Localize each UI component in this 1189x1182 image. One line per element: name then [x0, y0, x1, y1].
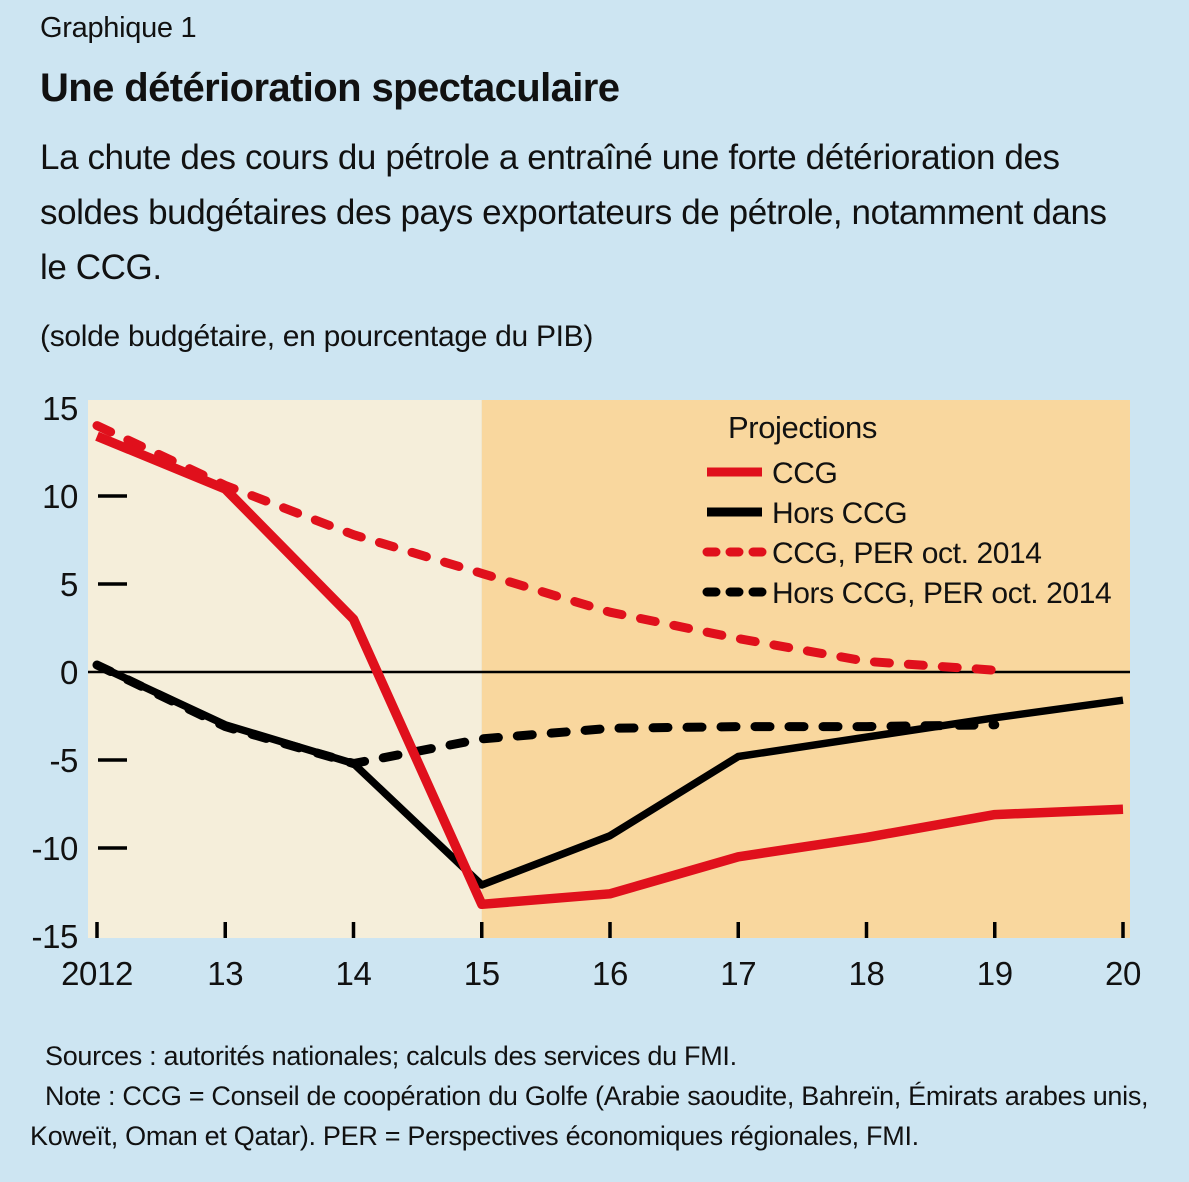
x-axis-label: 16 [592, 955, 628, 992]
figure-title: Une détérioration spectaculaire [40, 66, 620, 110]
x-axis-label: 14 [336, 955, 372, 992]
legend-title: Projections [728, 410, 877, 445]
y-axis-label: 5 [60, 566, 78, 603]
y-axis-label: -10 [32, 830, 79, 867]
x-axis-label: 13 [207, 955, 243, 992]
legend-item-label: CCG, PER oct. 2014 [772, 537, 1042, 570]
sources-note: Sources : autorités nationales; calculs … [45, 1041, 737, 1071]
x-axis-label: 15 [464, 955, 500, 992]
figure-number: Graphique 1 [40, 12, 197, 44]
series-line-ccg-per-oct-2014 [92, 421, 1000, 675]
footnotes: Sources : autorités nationales; calculs … [30, 1036, 1178, 1156]
definition-note: Note : CCG = Conseil de coopération du G… [30, 1081, 1149, 1151]
y-axis-label: 15 [42, 390, 78, 427]
y-axis-label: -5 [49, 742, 78, 779]
series-line-hors-ccg [95, 661, 1124, 889]
series-line-ccg [95, 431, 1124, 910]
x-axis-label: 17 [720, 955, 756, 992]
y-axis-label: 10 [42, 478, 78, 515]
legend-item-label: CCG [772, 457, 837, 490]
y-axis-label: -15 [32, 918, 79, 955]
x-axis-label: 2012 [61, 955, 133, 992]
y-axis-label: 0 [60, 654, 78, 691]
x-axis-label: 18 [849, 955, 885, 992]
legend-item-label: Hors CCG [772, 497, 907, 530]
history-region [88, 400, 482, 938]
figure-subtitle: La chute des cours du pétrole a entraîné… [40, 138, 1107, 287]
legend-item-label: Hors CCG, PER oct. 2014 [772, 577, 1111, 610]
x-axis-label: 19 [977, 955, 1013, 992]
axis-units-label: (solde budgétaire, en pourcentage du PIB… [40, 320, 594, 353]
x-axis-label: 20 [1105, 955, 1141, 992]
